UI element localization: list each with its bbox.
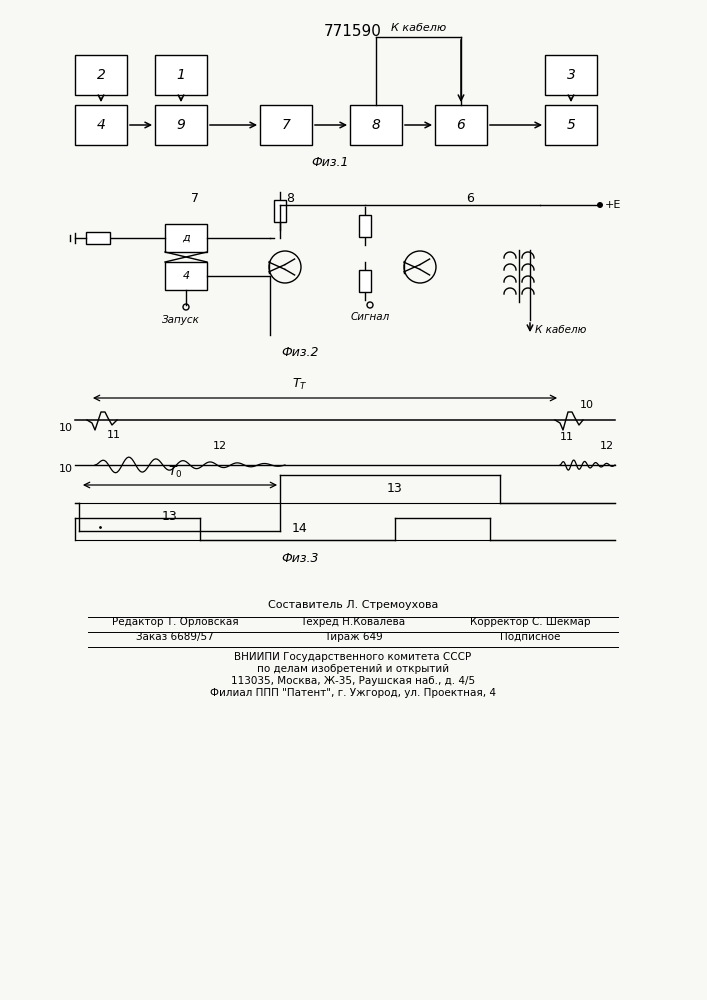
Text: Физ.1: Физ.1 [311,156,349,169]
Bar [155,55,207,95]
Bar [86,232,110,244]
Text: 12: 12 [600,441,614,451]
Text: 14: 14 [292,522,308,536]
Bar [75,105,127,145]
Text: 10: 10 [580,400,594,410]
Text: 10: 10 [59,423,73,433]
Text: Физ.3: Физ.3 [281,552,319,564]
Text: Редактор Т. Орловская: Редактор Т. Орловская [112,617,238,627]
Text: 9: 9 [177,118,185,132]
Text: К кабелю: К кабелю [391,23,446,33]
Bar [545,105,597,145]
Text: Подписное: Подписное [500,632,560,642]
Bar [260,105,312,145]
Bar [165,224,207,252]
Text: 113035, Москва, Ж-35, Раушская наб., д. 4/5: 113035, Москва, Ж-35, Раушская наб., д. … [231,676,475,686]
Text: Заказ 6689/57: Заказ 6689/57 [136,632,214,642]
Text: 4: 4 [97,118,105,132]
Text: 3: 3 [566,68,575,82]
Bar [350,105,402,145]
Text: Составитель Л. Стремоухова: Составитель Л. Стремоухова [268,600,438,610]
Text: 771590: 771590 [324,24,382,39]
Text: 10: 10 [59,464,73,474]
Text: по делам изобретений и открытий: по делам изобретений и открытий [257,664,449,674]
Text: 12: 12 [213,441,227,451]
Text: Техред Н.Ковалева: Техред Н.Ковалева [300,617,406,627]
Bar [359,270,371,292]
Text: Корректор С. Шекмар: Корректор С. Шекмар [469,617,590,627]
Text: ВНИИПИ Государственного комитета СССР: ВНИИПИ Государственного комитета СССР [235,652,472,662]
Text: 1: 1 [177,68,185,82]
Text: 4: 4 [182,271,189,281]
Text: 13: 13 [162,510,178,524]
Bar [435,105,487,145]
Text: Физ.2: Физ.2 [281,346,319,359]
Text: 5: 5 [566,118,575,132]
Circle shape [597,202,603,208]
Text: Тираж 649: Тираж 649 [324,632,382,642]
Text: 7: 7 [191,192,199,205]
Text: К кабелю: К кабелю [535,325,586,335]
Text: 11: 11 [107,430,121,440]
Text: 13: 13 [387,483,403,495]
Text: 6: 6 [466,192,474,205]
Text: Сигнал: Сигнал [351,312,390,322]
Text: 11: 11 [560,432,574,442]
Text: Запуск: Запуск [162,315,200,325]
Text: 8: 8 [372,118,380,132]
Bar [274,200,286,222]
Text: 7: 7 [281,118,291,132]
Text: Филиал ППП "Патент", г. Ужгород, ул. Проектная, 4: Филиал ППП "Патент", г. Ужгород, ул. Про… [210,688,496,698]
Bar [359,215,371,237]
Bar [75,55,127,95]
Text: $T_0$: $T_0$ [168,465,182,480]
Text: 8: 8 [286,192,294,205]
Text: +Е: +Е [605,200,621,210]
Text: д: д [182,233,190,243]
Bar [545,55,597,95]
Text: 2: 2 [97,68,105,82]
Bar [165,262,207,290]
Text: 6: 6 [457,118,465,132]
Bar [155,105,207,145]
Text: $T_T$: $T_T$ [292,377,308,392]
